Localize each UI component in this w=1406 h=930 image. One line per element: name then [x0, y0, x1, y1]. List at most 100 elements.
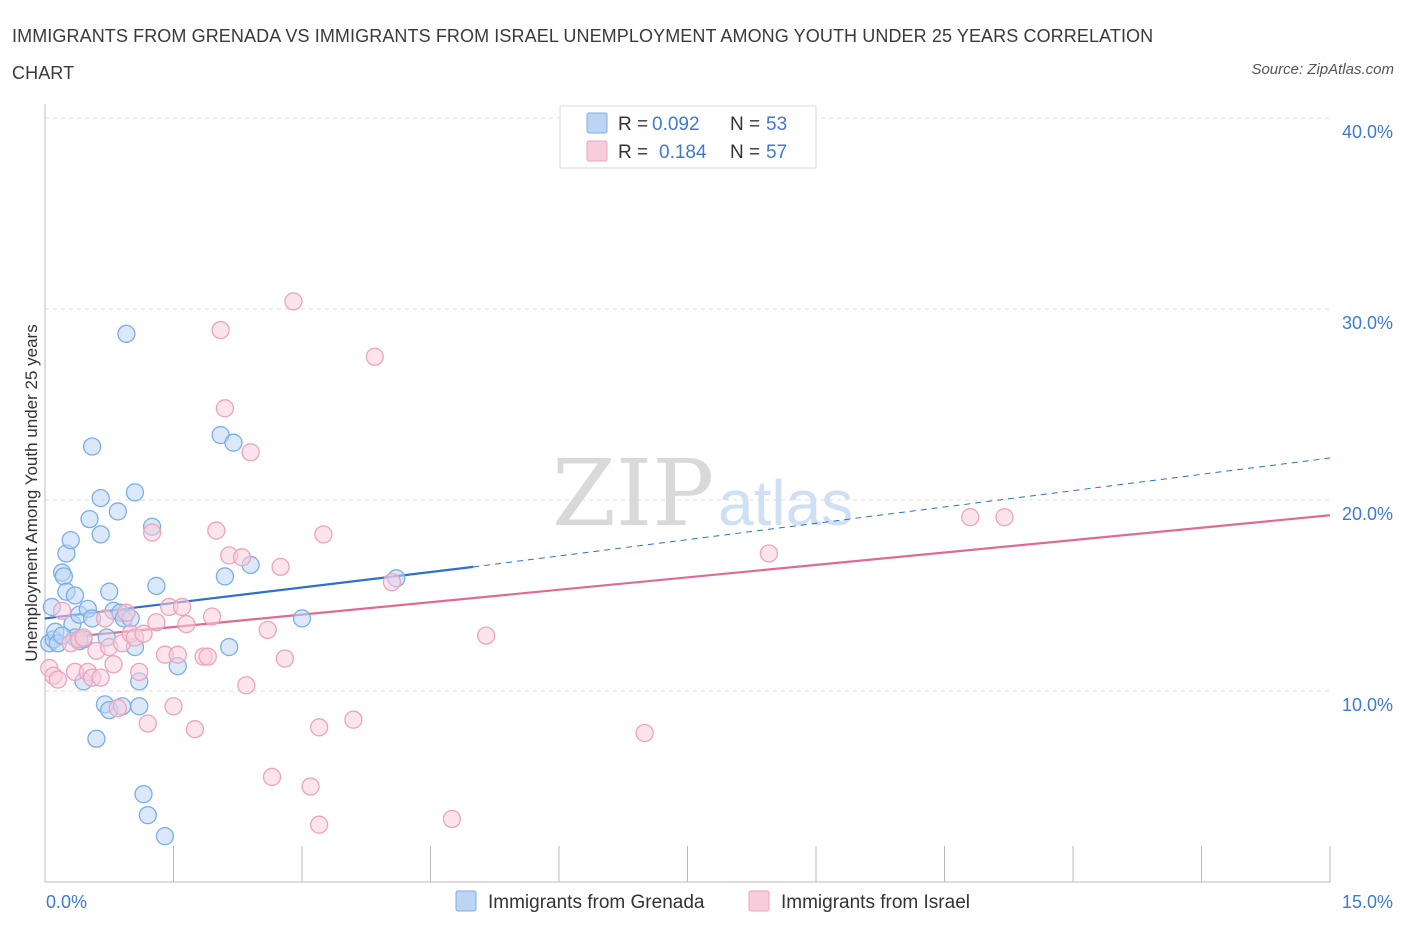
- point-israel-49: [309, 718, 329, 737]
- point-israel-20: [130, 662, 149, 682]
- point-grenada-12: [65, 586, 85, 605]
- point-israel-17: [117, 603, 136, 622]
- y-tick-label-3: 40.0%: [1342, 122, 1393, 142]
- point-grenada-9: [61, 530, 80, 550]
- stats-r-value-israel: 0.184: [659, 142, 707, 163]
- point-israel-46: [284, 292, 303, 311]
- point-israel-30: [177, 615, 196, 634]
- y-axis-label: Unemployment Among Youth under 25 years: [22, 324, 41, 661]
- point-israel-22: [138, 714, 157, 733]
- stats-r-label-israel: R =: [618, 142, 648, 163]
- point-israel-21: [134, 624, 153, 643]
- trend-line-israel: [44, 514, 1331, 641]
- point-israel-36: [211, 320, 230, 340]
- source-credit: Source: ZipAtlas.com: [1251, 61, 1394, 78]
- y-tick-label-2: 30.0%: [1342, 313, 1393, 333]
- point-grenada-23: [91, 525, 110, 544]
- point-israel-15: [108, 699, 127, 718]
- point-grenada-42: [147, 576, 166, 596]
- legend-swatch-grenada: [455, 890, 477, 912]
- stats-r-value-grenada: 0.092: [652, 114, 700, 135]
- point-israel-53: [382, 572, 402, 592]
- stats-n-label-israel: N =: [730, 142, 760, 163]
- point-israel-28: [168, 645, 187, 664]
- point-israel-48: [309, 815, 329, 834]
- point-grenada-46: [215, 567, 235, 586]
- point-grenada-21: [87, 729, 106, 748]
- legend-swatch-israel: [748, 890, 770, 912]
- point-grenada-48: [224, 433, 243, 452]
- x-tick-label-max: 15.0%: [1342, 892, 1393, 912]
- stats-n-value-israel: 57: [766, 142, 787, 163]
- point-israel-51: [344, 710, 363, 729]
- point-grenada-22: [91, 488, 110, 508]
- point-israel-52: [365, 347, 384, 366]
- bottom-legend: Immigrants from Grenada Immigrants from …: [455, 890, 970, 913]
- y-tick-label-1: 20.0%: [1342, 504, 1393, 524]
- watermark-zip: ZIP: [552, 440, 714, 547]
- point-grenada-6: [54, 567, 73, 586]
- y-tick-labels: 10.0% 20.0% 30.0% 40.0%: [1342, 122, 1393, 715]
- stats-n-value-grenada: 53: [766, 114, 787, 135]
- point-grenada-43: [155, 827, 175, 846]
- point-israel-33: [198, 647, 217, 666]
- point-israel-2: [48, 670, 67, 689]
- point-israel-34: [202, 607, 222, 626]
- stats-legend: R = 0.092 N = 53 R = 0.184 N = 57: [559, 105, 817, 169]
- point-israel-12: [95, 609, 115, 628]
- point-israel-14: [104, 655, 123, 674]
- point-israel-55: [477, 626, 496, 645]
- point-israel-11: [91, 668, 110, 687]
- point-grenada-40: [138, 806, 157, 825]
- stats-r-label-grenada: R =: [618, 114, 648, 135]
- point-israel-24: [147, 613, 166, 632]
- gridlines: [45, 117, 1330, 692]
- point-grenada-39: [134, 784, 153, 804]
- point-grenada-27: [100, 582, 119, 601]
- point-grenada-18: [80, 509, 99, 529]
- y-tick-label-0: 10.0%: [1342, 695, 1393, 715]
- point-israel-39: [232, 548, 252, 567]
- point-israel-41: [241, 443, 260, 462]
- point-grenada-20: [82, 437, 102, 456]
- point-israel-29: [172, 597, 192, 617]
- point-israel-44: [271, 557, 290, 576]
- point-israel-31: [185, 720, 205, 739]
- watermark: ZIP atlas: [552, 440, 853, 547]
- point-israel-43: [262, 767, 282, 787]
- point-israel-54: [442, 809, 462, 829]
- point-israel-47: [301, 777, 320, 796]
- legend-label-israel: Immigrants from Israel: [781, 892, 970, 913]
- point-grenada-47: [220, 637, 239, 657]
- x-tick-label-min: 0.0%: [46, 892, 87, 912]
- trend-line-grenada-extension: [473, 457, 1331, 568]
- x-tick-labels: 0.0% 15.0%: [46, 892, 1393, 912]
- axes: [44, 104, 1331, 883]
- point-israel-45: [275, 649, 295, 668]
- point-grenada-29: [108, 502, 127, 521]
- point-israel-58: [961, 508, 980, 527]
- point-israel-35: [207, 521, 226, 540]
- point-israel-57: [759, 544, 779, 563]
- point-israel-23: [142, 523, 162, 542]
- chart-title: IMMIGRANTS FROM GRENADA VS IMMIGRANTS FR…: [12, 26, 1154, 83]
- point-israel-59: [995, 508, 1014, 527]
- point-grenada-35: [125, 483, 145, 502]
- stats-swatch-grenada: [586, 112, 608, 134]
- point-israel-37: [215, 399, 235, 418]
- stats-swatch-israel: [586, 140, 608, 162]
- data-points: [40, 292, 1014, 846]
- point-israel-40: [237, 676, 256, 695]
- stats-n-label-grenada: N =: [730, 114, 760, 135]
- point-israel-42: [258, 620, 277, 640]
- point-israel-27: [164, 697, 183, 716]
- legend-label-grenada: Immigrants from Grenada: [488, 892, 705, 913]
- point-grenada-38: [130, 697, 149, 716]
- point-israel-7: [74, 628, 93, 647]
- point-grenada-50: [292, 609, 312, 628]
- point-grenada-33: [117, 324, 136, 343]
- point-israel-56: [635, 723, 654, 743]
- point-israel-3: [52, 601, 72, 620]
- point-israel-50: [314, 525, 333, 544]
